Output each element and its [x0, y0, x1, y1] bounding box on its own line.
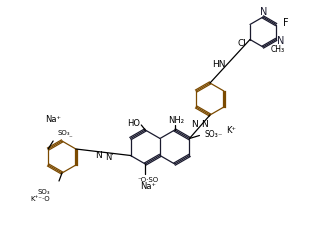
Text: HO: HO	[127, 119, 140, 128]
Text: N: N	[201, 120, 208, 129]
Text: F: F	[283, 17, 289, 27]
Text: N: N	[191, 120, 198, 129]
Text: N’: N’	[105, 152, 114, 161]
Text: K⁺⁻·O: K⁺⁻·O	[30, 195, 50, 201]
Text: Cl: Cl	[238, 39, 246, 48]
Text: NH₂: NH₂	[168, 116, 184, 125]
Text: SO₃: SO₃	[205, 129, 218, 138]
Text: Na⁺: Na⁺	[140, 182, 156, 191]
Text: Na⁺: Na⁺	[45, 115, 61, 124]
Text: SO₃: SO₃	[58, 129, 70, 135]
Text: K⁺: K⁺	[226, 125, 236, 134]
Text: SO₃: SO₃	[38, 188, 50, 194]
Text: CH₃: CH₃	[271, 44, 285, 53]
Text: N: N	[277, 35, 285, 45]
Text: N: N	[260, 7, 268, 17]
Text: ⁻: ⁻	[217, 131, 222, 139]
Text: HN: HN	[212, 60, 226, 68]
Text: N: N	[95, 150, 102, 159]
Text: ⁻: ⁻	[68, 134, 72, 140]
Text: ⁻O·SO: ⁻O·SO	[138, 176, 159, 182]
